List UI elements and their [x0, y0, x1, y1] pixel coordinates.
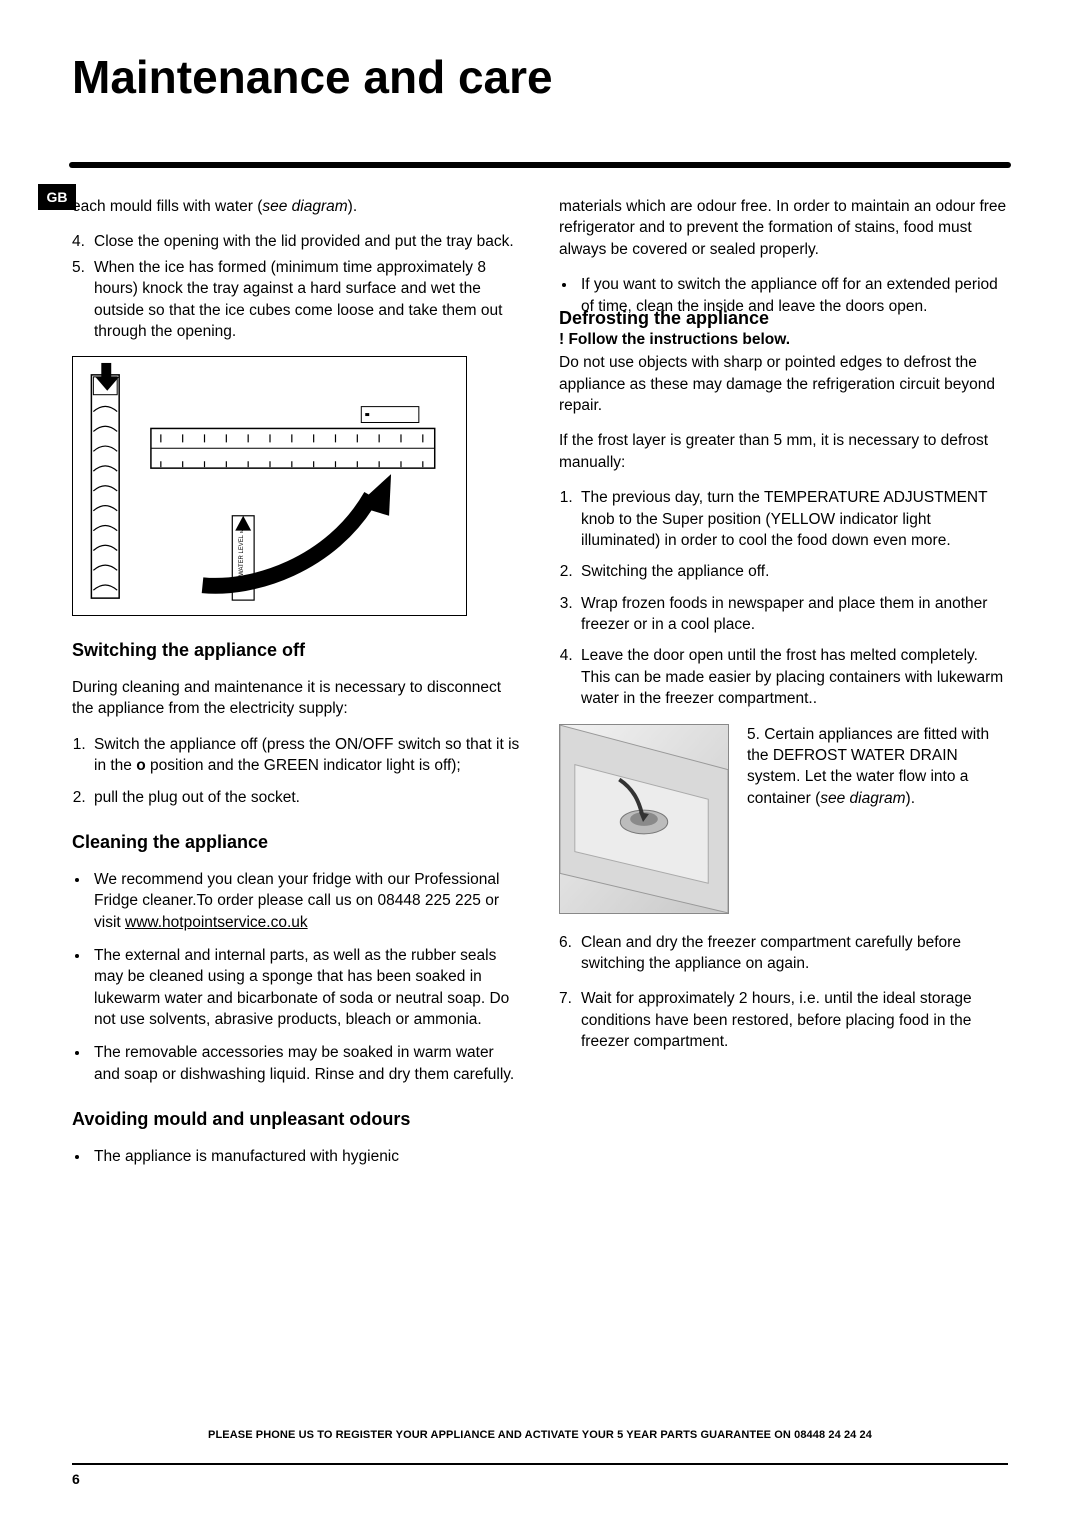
defrost-steps-6-7: Clean and dry the freezer compartment ca…	[559, 932, 1008, 1053]
cleaning-item-3: The removable accessories may be soaked …	[90, 1042, 521, 1085]
steps-4-5: Close the opening with the lid provided …	[72, 231, 521, 342]
mould-list: The appliance is manufactured with hygie…	[72, 1146, 521, 1167]
switch-off-step-2: pull the plug out of the socket.	[90, 787, 521, 808]
switch-off-steps: Switch the appliance off (press the ON/O…	[72, 734, 521, 808]
odour-continuation: materials which are odour free. In order…	[559, 196, 1008, 260]
register-text: PLEASE PHONE US TO REGISTER YOUR APPLIAN…	[72, 1429, 1008, 1441]
left-column: each mould fills with water (see diagram…	[72, 196, 521, 1181]
svg-text:WATER LEVEL: WATER LEVEL	[239, 535, 245, 577]
text: position and the GREEN indicator light i…	[146, 757, 461, 774]
heading-mould: Avoiding mould and unpleasant odours	[72, 1107, 521, 1132]
switch-off-intro: During cleaning and maintenance it is ne…	[72, 677, 521, 720]
page-footer: PLEASE PHONE US TO REGISTER YOUR APPLIAN…	[72, 1429, 1008, 1487]
cleaning-item-1: We recommend you clean your fridge with …	[90, 869, 521, 933]
defrost-warning-text: Do not use objects with sharp or pointed…	[559, 352, 1008, 416]
drain-figure-row: 5. Certain appliances are fitted with th…	[559, 724, 1008, 914]
page-number: 6	[72, 1471, 1008, 1487]
defrost-steps: The previous day, turn the TEMPERATURE A…	[559, 487, 1008, 709]
defrost-step-5: 5. Certain appliances are fitted with th…	[747, 724, 1008, 900]
switch-off-step-1: Switch the appliance off (press the ON/O…	[90, 734, 521, 777]
overlap-block: If you want to switch the appliance off …	[559, 274, 1008, 317]
service-url: www.hotpointservice.co.uk	[125, 914, 308, 931]
drain-diagram	[559, 724, 729, 914]
defrost-step-6: Clean and dry the freezer compartment ca…	[577, 932, 1008, 975]
step-5: When the ice has formed (minimum time ap…	[90, 257, 521, 343]
frost-layer-p: If the frost layer is greater than 5 mm,…	[559, 430, 1008, 473]
see-diagram: see diagram	[820, 790, 905, 807]
text: each mould fills with water (	[72, 198, 262, 215]
o-position: o	[136, 757, 145, 774]
defrost-step-1: The previous day, turn the TEMPERATURE A…	[577, 487, 1008, 551]
cleaning-item-2: The external and internal parts, as well…	[90, 945, 521, 1031]
heading-defrost: Defrosting the appliance	[559, 306, 1008, 331]
footer-rule	[72, 1463, 1008, 1471]
content-columns: each mould fills with water (see diagram…	[72, 196, 1008, 1181]
defrost-step-4: Leave the door open until the frost has …	[577, 645, 1008, 709]
page-title: Maintenance and care	[72, 50, 1008, 104]
ice-tray-svg: WATER LEVEL MAX	[73, 357, 466, 615]
language-tab-gb: GB	[38, 184, 76, 210]
defrost-step-3: Wrap frozen foods in newspaper and place…	[577, 593, 1008, 636]
heading-switch-off: Switching the appliance off	[72, 638, 521, 663]
intro-line: each mould fills with water (see diagram…	[72, 196, 521, 217]
mould-item-1: The appliance is manufactured with hygie…	[90, 1146, 521, 1167]
text: ).	[348, 198, 357, 215]
heading-cleaning: Cleaning the appliance	[72, 830, 521, 855]
cleaning-list: We recommend you clean your fridge with …	[72, 869, 521, 1085]
step-4: Close the opening with the lid provided …	[90, 231, 521, 252]
defrost-step-7: Wait for approximately 2 hours, i.e. unt…	[577, 988, 1008, 1052]
rule-divider	[72, 162, 1008, 168]
text: ).	[906, 790, 915, 807]
see-diagram: see diagram	[262, 198, 347, 215]
right-column: materials which are odour free. In order…	[559, 196, 1008, 1181]
warning-label: ! Follow the instructions below.	[559, 331, 790, 348]
ice-tray-diagram: WATER LEVEL MAX	[72, 356, 467, 616]
defrost-step-2: Switching the appliance off.	[577, 561, 1008, 582]
defrost-warning: ! Follow the instructions below.	[559, 329, 1008, 350]
svg-text:MAX: MAX	[239, 522, 245, 533]
